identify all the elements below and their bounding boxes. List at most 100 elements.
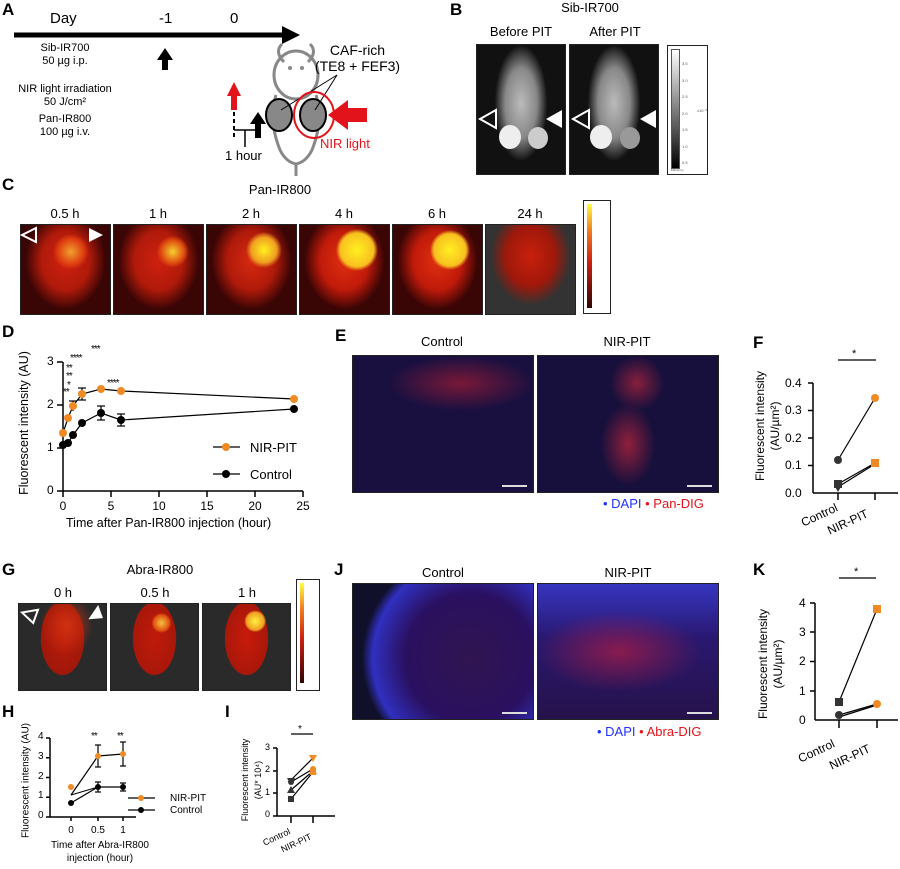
k-ytick: 3	[799, 625, 806, 639]
legend-abra-dig: • Abra-DIG	[639, 724, 702, 739]
treatment-sib: Sib-IR700 50 µg i.p.	[20, 42, 110, 68]
d-ytick: 3	[47, 354, 54, 368]
panel-letter-h: H	[2, 702, 15, 721]
treatment-name: Pan-IR800	[38, 113, 92, 125]
h-legend-nir-pit: NIR-PIT	[170, 793, 207, 804]
tumor-right	[528, 127, 548, 149]
panel-letter-a: A	[2, 0, 15, 19]
sig-stars: **	[117, 731, 124, 742]
mouse-image-6h	[392, 224, 483, 315]
colorbar-gradient	[587, 204, 592, 308]
colorbar-caption: Efficiency	[671, 168, 684, 172]
legend-pan-dig: • Pan-DIG	[645, 496, 704, 511]
sig-star: *	[854, 566, 859, 578]
j-image-label-control: Control	[422, 565, 464, 580]
h-xlabel-line1: Time after Abra-IR800	[50, 840, 149, 851]
mouse-image-1h	[113, 224, 204, 315]
f-ytick: 0.0	[785, 486, 802, 500]
e-microscopy-nir-pit	[537, 355, 719, 493]
timepoint-label: 1 h	[148, 206, 168, 221]
panel-letter-b: B	[450, 0, 463, 19]
i-ytick: 2	[265, 764, 271, 774]
tumor-label-line1: CAF-rich	[329, 42, 386, 58]
k-ytick: 0	[799, 713, 806, 727]
h-legend-control: Control	[170, 805, 203, 816]
k-ylabel-line1: Fluorescent intensity	[756, 608, 770, 720]
f-ytick: 0.4	[785, 376, 802, 390]
legend-dapi: • DAPI	[597, 724, 636, 739]
e-image-label-nir-pit: NIR-PIT	[603, 334, 651, 349]
scale-bar	[502, 485, 527, 487]
tumor-right	[620, 127, 640, 149]
d-xtick: 15	[200, 499, 214, 513]
k-ytick: 2	[799, 654, 806, 668]
timepoint-label: 2 h	[241, 206, 261, 221]
treatment-name: NIR light irradiation	[18, 83, 112, 95]
j-image-label-nir-pit: NIR-PIT	[604, 565, 652, 580]
sig-star: *	[298, 724, 302, 735]
d-xtick: 20	[248, 499, 262, 513]
d-xtick: 25	[296, 499, 310, 513]
f-ytick: 0.2	[785, 431, 802, 445]
sig-stars: *	[67, 380, 71, 391]
colorbar-g	[296, 579, 320, 691]
timepoint-label: 1 h	[237, 585, 257, 600]
timeline-tick-minus1: -1	[159, 10, 173, 27]
timeline-day-label: Day	[50, 10, 77, 27]
e-image-label-control: Control	[421, 334, 463, 349]
h-ytick: 1	[38, 790, 44, 801]
h-ytick: 0	[38, 810, 44, 821]
mouse-image-after-pit	[569, 44, 659, 175]
d-ytick: 0	[47, 483, 54, 497]
sig-stars: **	[66, 371, 73, 382]
d-ytick: 1	[47, 440, 54, 454]
scale-bar	[687, 712, 712, 714]
k-ytick: 4	[799, 596, 806, 610]
treatment-dose: 50 J/cm²	[43, 96, 87, 108]
panel-letter-e: E	[335, 326, 347, 345]
colorbar-gradient	[300, 583, 304, 683]
colorbar-gradient	[671, 49, 680, 169]
treatment-name: Sib-IR700	[40, 42, 90, 54]
mouse-image-0h	[18, 603, 107, 691]
colorbar-ticks: 3.5 3.0 2.5 2.0 1.5 1.0 0.5	[682, 61, 688, 165]
sig-star: *	[852, 348, 857, 360]
scale-bar	[687, 485, 712, 487]
mouse-image-4h	[299, 224, 390, 315]
scale-bar	[502, 712, 527, 714]
h-xtick: 0	[68, 825, 74, 836]
treatment-pan: Pan-IR800 100 µg i.v.	[20, 113, 110, 139]
h-ytick: 3	[38, 751, 44, 762]
sig-stars: ****	[70, 353, 83, 364]
timepoint-label: 0.5 h	[50, 206, 80, 221]
e-legend: • DAPI • Pan-DIG	[603, 496, 704, 511]
k-ylabel-line2: (AU/µm²)	[771, 639, 785, 689]
tumor-label: CAF-rich (TE8 + FEF3)	[310, 42, 405, 74]
d-xtick: 10	[152, 499, 166, 513]
h-ytick: 2	[38, 771, 44, 782]
h-xlabel-line2: injection (hour)	[66, 853, 134, 864]
timepoint-label: 4 h	[334, 206, 354, 221]
mouse-image-before-pit	[476, 44, 566, 175]
d-ytick: 2	[47, 397, 54, 411]
f-ytick: 0.1	[785, 458, 802, 472]
panel-g-title: Abra-IR800	[126, 562, 194, 577]
mouse-image-2h	[206, 224, 297, 315]
timepoint-label: 6 h	[427, 206, 447, 221]
panel-c-title: Pan-IR800	[248, 182, 312, 197]
mouse-image-24h	[485, 224, 576, 315]
tumor-left	[590, 125, 612, 149]
d-xlabel: Time after Pan-IR800 injection (hour)	[66, 516, 272, 530]
treatment-nir: NIR light irradiation 50 J/cm²	[10, 83, 120, 109]
sig-stars: ****	[107, 378, 120, 389]
panel-b-title: Sib-IR700	[561, 0, 619, 15]
panel-letter-j: J	[334, 560, 344, 579]
panel-letter-f: F	[753, 333, 764, 352]
j-legend: • DAPI • Abra-DIG	[597, 724, 702, 739]
d-xtick: 0	[59, 499, 67, 513]
timepoint-label: 0 h	[53, 585, 73, 600]
